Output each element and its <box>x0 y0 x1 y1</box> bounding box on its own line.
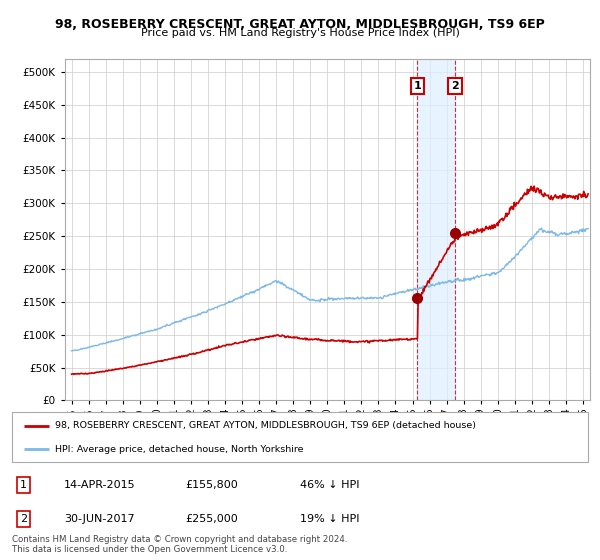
Text: 19% ↓ HPI: 19% ↓ HPI <box>300 514 359 524</box>
Text: 1: 1 <box>20 480 27 490</box>
Bar <box>418 59 455 400</box>
Text: 1: 1 <box>413 81 421 91</box>
Text: £255,000: £255,000 <box>185 514 238 524</box>
Text: 46% ↓ HPI: 46% ↓ HPI <box>300 480 359 490</box>
Text: 98, ROSEBERRY CRESCENT, GREAT AYTON, MIDDLESBROUGH, TS9 6EP: 98, ROSEBERRY CRESCENT, GREAT AYTON, MID… <box>55 18 545 31</box>
Text: This data is licensed under the Open Government Licence v3.0.: This data is licensed under the Open Gov… <box>12 544 287 554</box>
Text: 98, ROSEBERRY CRESCENT, GREAT AYTON, MIDDLESBROUGH, TS9 6EP (detached house): 98, ROSEBERRY CRESCENT, GREAT AYTON, MID… <box>55 421 476 430</box>
FancyBboxPatch shape <box>12 412 588 462</box>
Text: Price paid vs. HM Land Registry's House Price Index (HPI): Price paid vs. HM Land Registry's House … <box>140 28 460 38</box>
Text: HPI: Average price, detached house, North Yorkshire: HPI: Average price, detached house, Nort… <box>55 445 304 454</box>
Text: 30-JUN-2017: 30-JUN-2017 <box>64 514 134 524</box>
Text: 2: 2 <box>20 514 27 524</box>
Text: 2: 2 <box>451 81 459 91</box>
Text: £155,800: £155,800 <box>185 480 238 490</box>
Text: 14-APR-2015: 14-APR-2015 <box>64 480 136 490</box>
Text: Contains HM Land Registry data © Crown copyright and database right 2024.: Contains HM Land Registry data © Crown c… <box>12 534 347 544</box>
